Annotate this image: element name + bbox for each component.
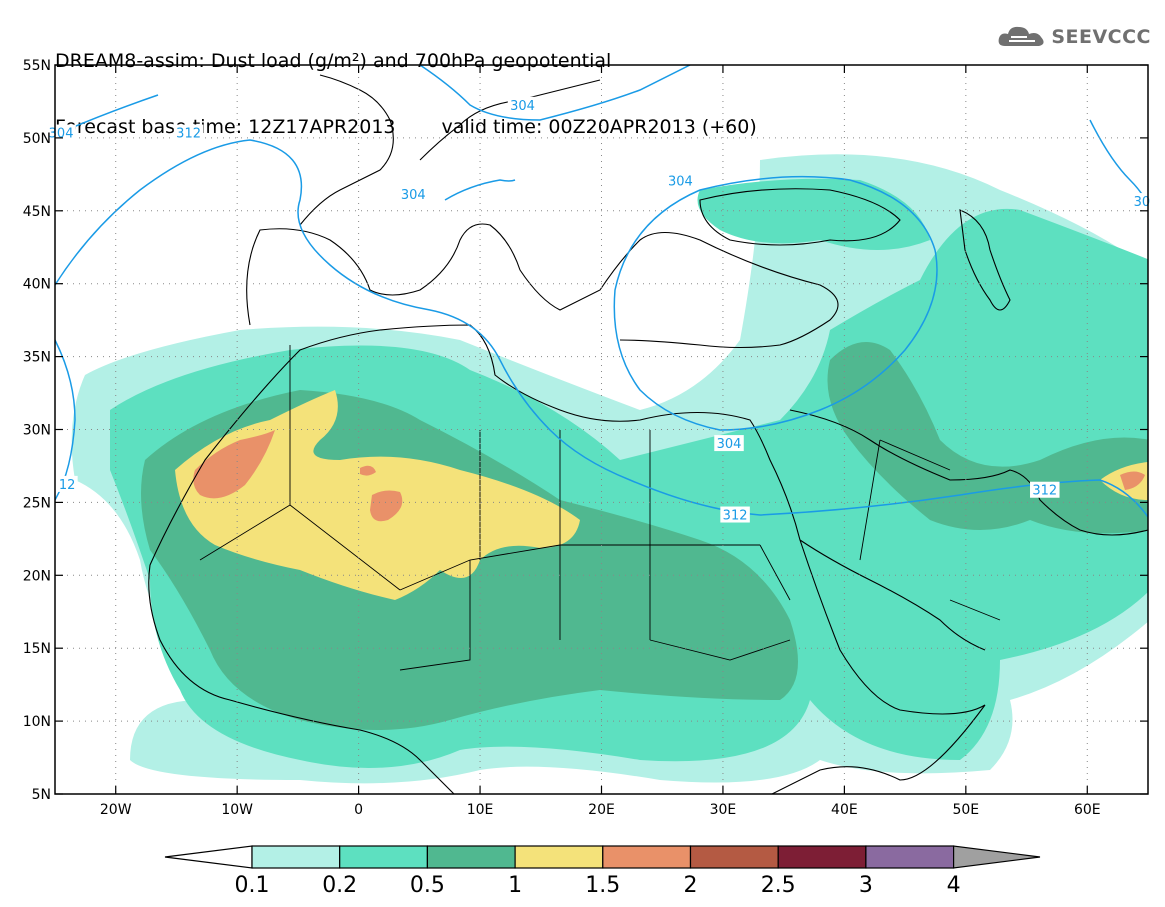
contour-label-bg xyxy=(46,124,76,141)
colorbar-swatch xyxy=(426,845,516,869)
colorbar-label: 0.1 xyxy=(235,873,270,898)
contour-label: 304 xyxy=(510,99,535,114)
colorbar-swatch xyxy=(602,845,692,869)
contour-label-bg xyxy=(714,435,744,452)
map-title: DREAM8-assim: Dust load (g/m²) and 700hP… xyxy=(55,6,757,160)
lon-tick-label: 20E xyxy=(588,802,615,818)
seevccc-logo: SEEVCCC xyxy=(997,24,1151,50)
colorbar-label: 1.5 xyxy=(585,873,620,898)
lat-tick-label: 50N xyxy=(23,131,51,147)
europe-coast xyxy=(246,223,839,349)
lon-tick-label: 60E xyxy=(1074,802,1101,818)
lat-tick-label: 20N xyxy=(23,568,51,584)
colorbar-swatch xyxy=(865,845,955,869)
contour-label-bg xyxy=(720,506,750,523)
lat-tick-label: 55N xyxy=(23,58,51,74)
logo-text: SEEVCCC xyxy=(1051,26,1151,48)
map-axes: 55N 50N 45N 40N 35N 30N 25N 20N 15N 10N 5N 20W 10W 0 1… xyxy=(23,58,1148,818)
colorbar-under-triangle xyxy=(164,845,253,869)
colorbar-over-triangle xyxy=(952,845,1041,869)
contour-labels: 312 304 304 304 304 312 312 304 12 30 xyxy=(46,96,1153,524)
lat-tick-label: 15N xyxy=(23,641,51,657)
lat-tick-label: 40N xyxy=(23,277,51,293)
contour-label-bg xyxy=(398,185,429,202)
dust-band-0-5 xyxy=(141,342,1148,730)
black-sea xyxy=(699,188,901,246)
colorbar-label: 3 xyxy=(859,873,873,898)
colorbar-label: 2.5 xyxy=(761,873,796,898)
contour-304-north xyxy=(419,65,691,121)
colorbar-label: 2 xyxy=(684,873,698,898)
lat-tick-label: 10N xyxy=(23,714,51,730)
map-gridlines xyxy=(55,65,1148,794)
colorbar-label: 1 xyxy=(508,873,522,898)
north-europe xyxy=(299,74,601,226)
lon-tick-label: 40E xyxy=(831,802,858,818)
contour-label: 304 xyxy=(668,175,693,190)
lat-tick-label: 25N xyxy=(23,495,51,511)
title-line-1: DREAM8-assim: Dust load (g/m²) and 700hP… xyxy=(55,50,612,72)
lon-tick-label: 20W xyxy=(100,802,132,818)
contour-label: 30 xyxy=(1134,195,1151,210)
contour-label-bg xyxy=(56,475,78,492)
lon-tick-label: 0 xyxy=(354,802,363,818)
lat-tick-label: 30N xyxy=(23,423,51,439)
lat-tick-label: 35N xyxy=(23,350,51,366)
contour-label: 312 xyxy=(723,509,748,524)
caspian xyxy=(959,209,1011,311)
arabia-coast xyxy=(789,409,1148,651)
lon-tick-label: 50E xyxy=(952,802,979,818)
valid-time: valid time: 00Z20APR2013 (+60) xyxy=(441,116,757,138)
colorbar-label: 0.2 xyxy=(322,873,357,898)
contour-label: 12 xyxy=(59,478,76,493)
africa-coast xyxy=(148,324,986,794)
coastlines-and-borders xyxy=(148,74,1148,794)
contour-label: 304 xyxy=(401,188,426,203)
lon-tick-label: 10W xyxy=(221,802,253,818)
contour-label-bg xyxy=(1030,481,1060,498)
contour-304-alps xyxy=(444,179,516,201)
dust-band-1 xyxy=(175,390,1148,600)
colorbar-label: 0.5 xyxy=(410,873,445,898)
contour-label: 304 xyxy=(49,127,74,142)
title-line-2: Forecast base time: 12Z17APR2013 valid ti… xyxy=(55,116,757,138)
contour-label-bg xyxy=(665,172,696,189)
colorbar-swatch xyxy=(514,845,604,869)
contour-label-bg xyxy=(173,124,204,141)
colorbar-swatch xyxy=(339,845,429,869)
lat-tick-label: 45N xyxy=(23,204,51,220)
contour-label: 304 xyxy=(717,437,742,452)
contour-304-low xyxy=(613,175,938,431)
colorbar-swatch xyxy=(689,845,779,869)
colorbar-swatch xyxy=(777,845,867,869)
contour-312-west xyxy=(55,139,1148,519)
contour-label: 312 xyxy=(1032,484,1057,499)
lon-tick-label: 30E xyxy=(710,802,737,818)
colorbar-legend: 0.1 0.2 0.5 1 1.5 2 2.5 3 4 xyxy=(164,845,1041,898)
internal-borders xyxy=(199,345,1001,671)
colorbar-label: 4 xyxy=(947,873,961,898)
colorbar-swatch xyxy=(251,845,341,869)
contour-label-bg xyxy=(507,96,538,113)
lat-tick-label: 5N xyxy=(32,787,51,803)
cloud-icon xyxy=(998,26,1044,46)
contour-label: 312 xyxy=(176,127,201,142)
contour-label-bg xyxy=(1131,193,1153,210)
dust-shading xyxy=(71,154,1148,784)
lon-tick-label: 10E xyxy=(467,802,494,818)
